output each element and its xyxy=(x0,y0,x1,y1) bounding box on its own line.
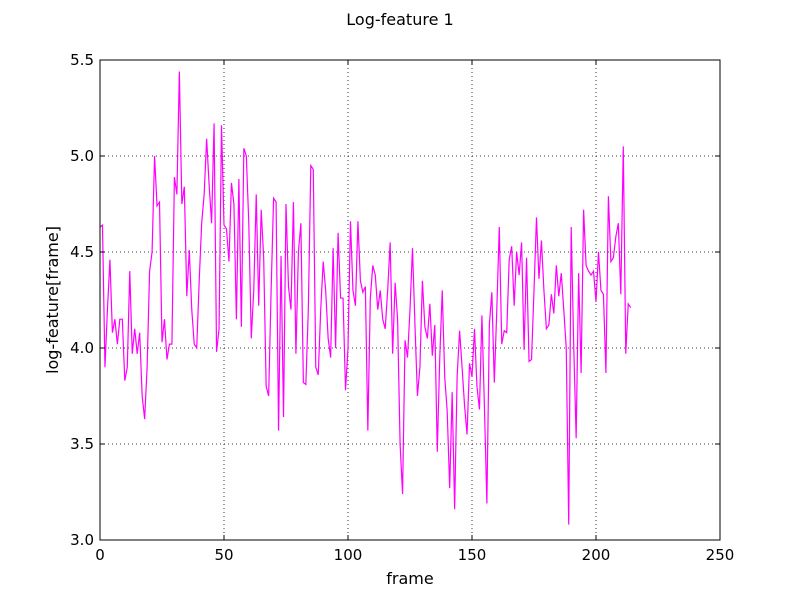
x-tick-label: 50 xyxy=(214,546,233,564)
x-tick-label: 200 xyxy=(582,546,611,564)
plot-frame xyxy=(99,59,721,541)
y-tick-label: 5.5 xyxy=(70,51,94,69)
x-tick-label: 250 xyxy=(706,546,735,564)
x-axis-label: frame xyxy=(386,569,433,588)
y-tick-label: 4.0 xyxy=(70,339,94,357)
tick-layer xyxy=(99,59,721,541)
y-axis-label: log-feature[frame] xyxy=(43,226,62,374)
y-tick-label: 3.0 xyxy=(70,531,94,549)
tick-label-layer: 0 50 100 150 200 250 3.0 3.5 4.0 4.5 5.0 5.5 xyxy=(70,51,734,564)
series-line xyxy=(99,71,632,525)
y-tick-label: 5.0 xyxy=(70,147,94,165)
x-tick-label: 100 xyxy=(334,546,363,564)
x-tick-label: 0 xyxy=(95,546,105,564)
grid-layer xyxy=(100,60,720,540)
x-tick-label: 150 xyxy=(458,546,487,564)
chart-title: Log-feature 1 xyxy=(346,10,453,29)
y-tick-label: 4.5 xyxy=(70,243,94,261)
y-tick-label: 3.5 xyxy=(70,435,94,453)
